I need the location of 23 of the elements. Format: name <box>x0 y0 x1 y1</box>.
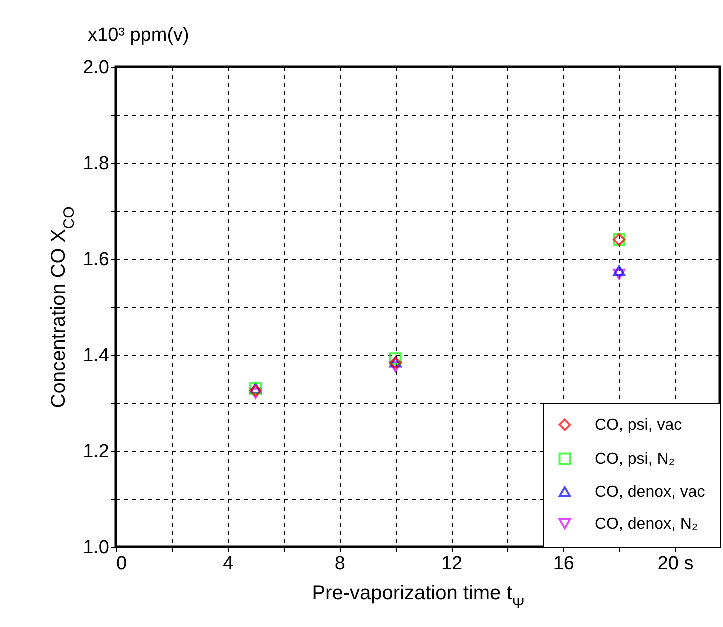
x-tick-label: 20 s <box>658 554 694 574</box>
y-tick-label: 1.0 <box>83 538 110 558</box>
y-tick-label: 1.8 <box>83 154 110 174</box>
y-tick-label: 1.2 <box>83 442 110 462</box>
legend-label: CO, psi, vac <box>595 417 682 434</box>
point <box>250 384 262 398</box>
x-tick-label: 0 <box>116 554 128 574</box>
text: x10³ ppm(v) <box>88 25 190 46</box>
x-tick-label: 16 <box>553 554 574 574</box>
x-axis-title: Pre-vaporization time t$_{Ψ}$ <box>312 582 525 612</box>
x-tick-label: 12 <box>441 554 463 574</box>
legend-label: CO, denox, vac <box>595 484 706 501</box>
point <box>613 268 626 280</box>
point <box>250 388 262 399</box>
y-tick-label: 2.0 <box>83 58 110 78</box>
x-tick-label: 8 <box>334 554 346 574</box>
legend-label: CO, psi, N₂ <box>595 451 675 468</box>
legend-label: CO, denox, N₂ <box>595 516 698 533</box>
y-tick-label: 1.4 <box>83 346 110 366</box>
point <box>389 352 402 366</box>
x-tick-label: 4 <box>223 554 234 574</box>
point <box>613 265 626 277</box>
y-tick-label: 1.6 <box>83 250 110 270</box>
